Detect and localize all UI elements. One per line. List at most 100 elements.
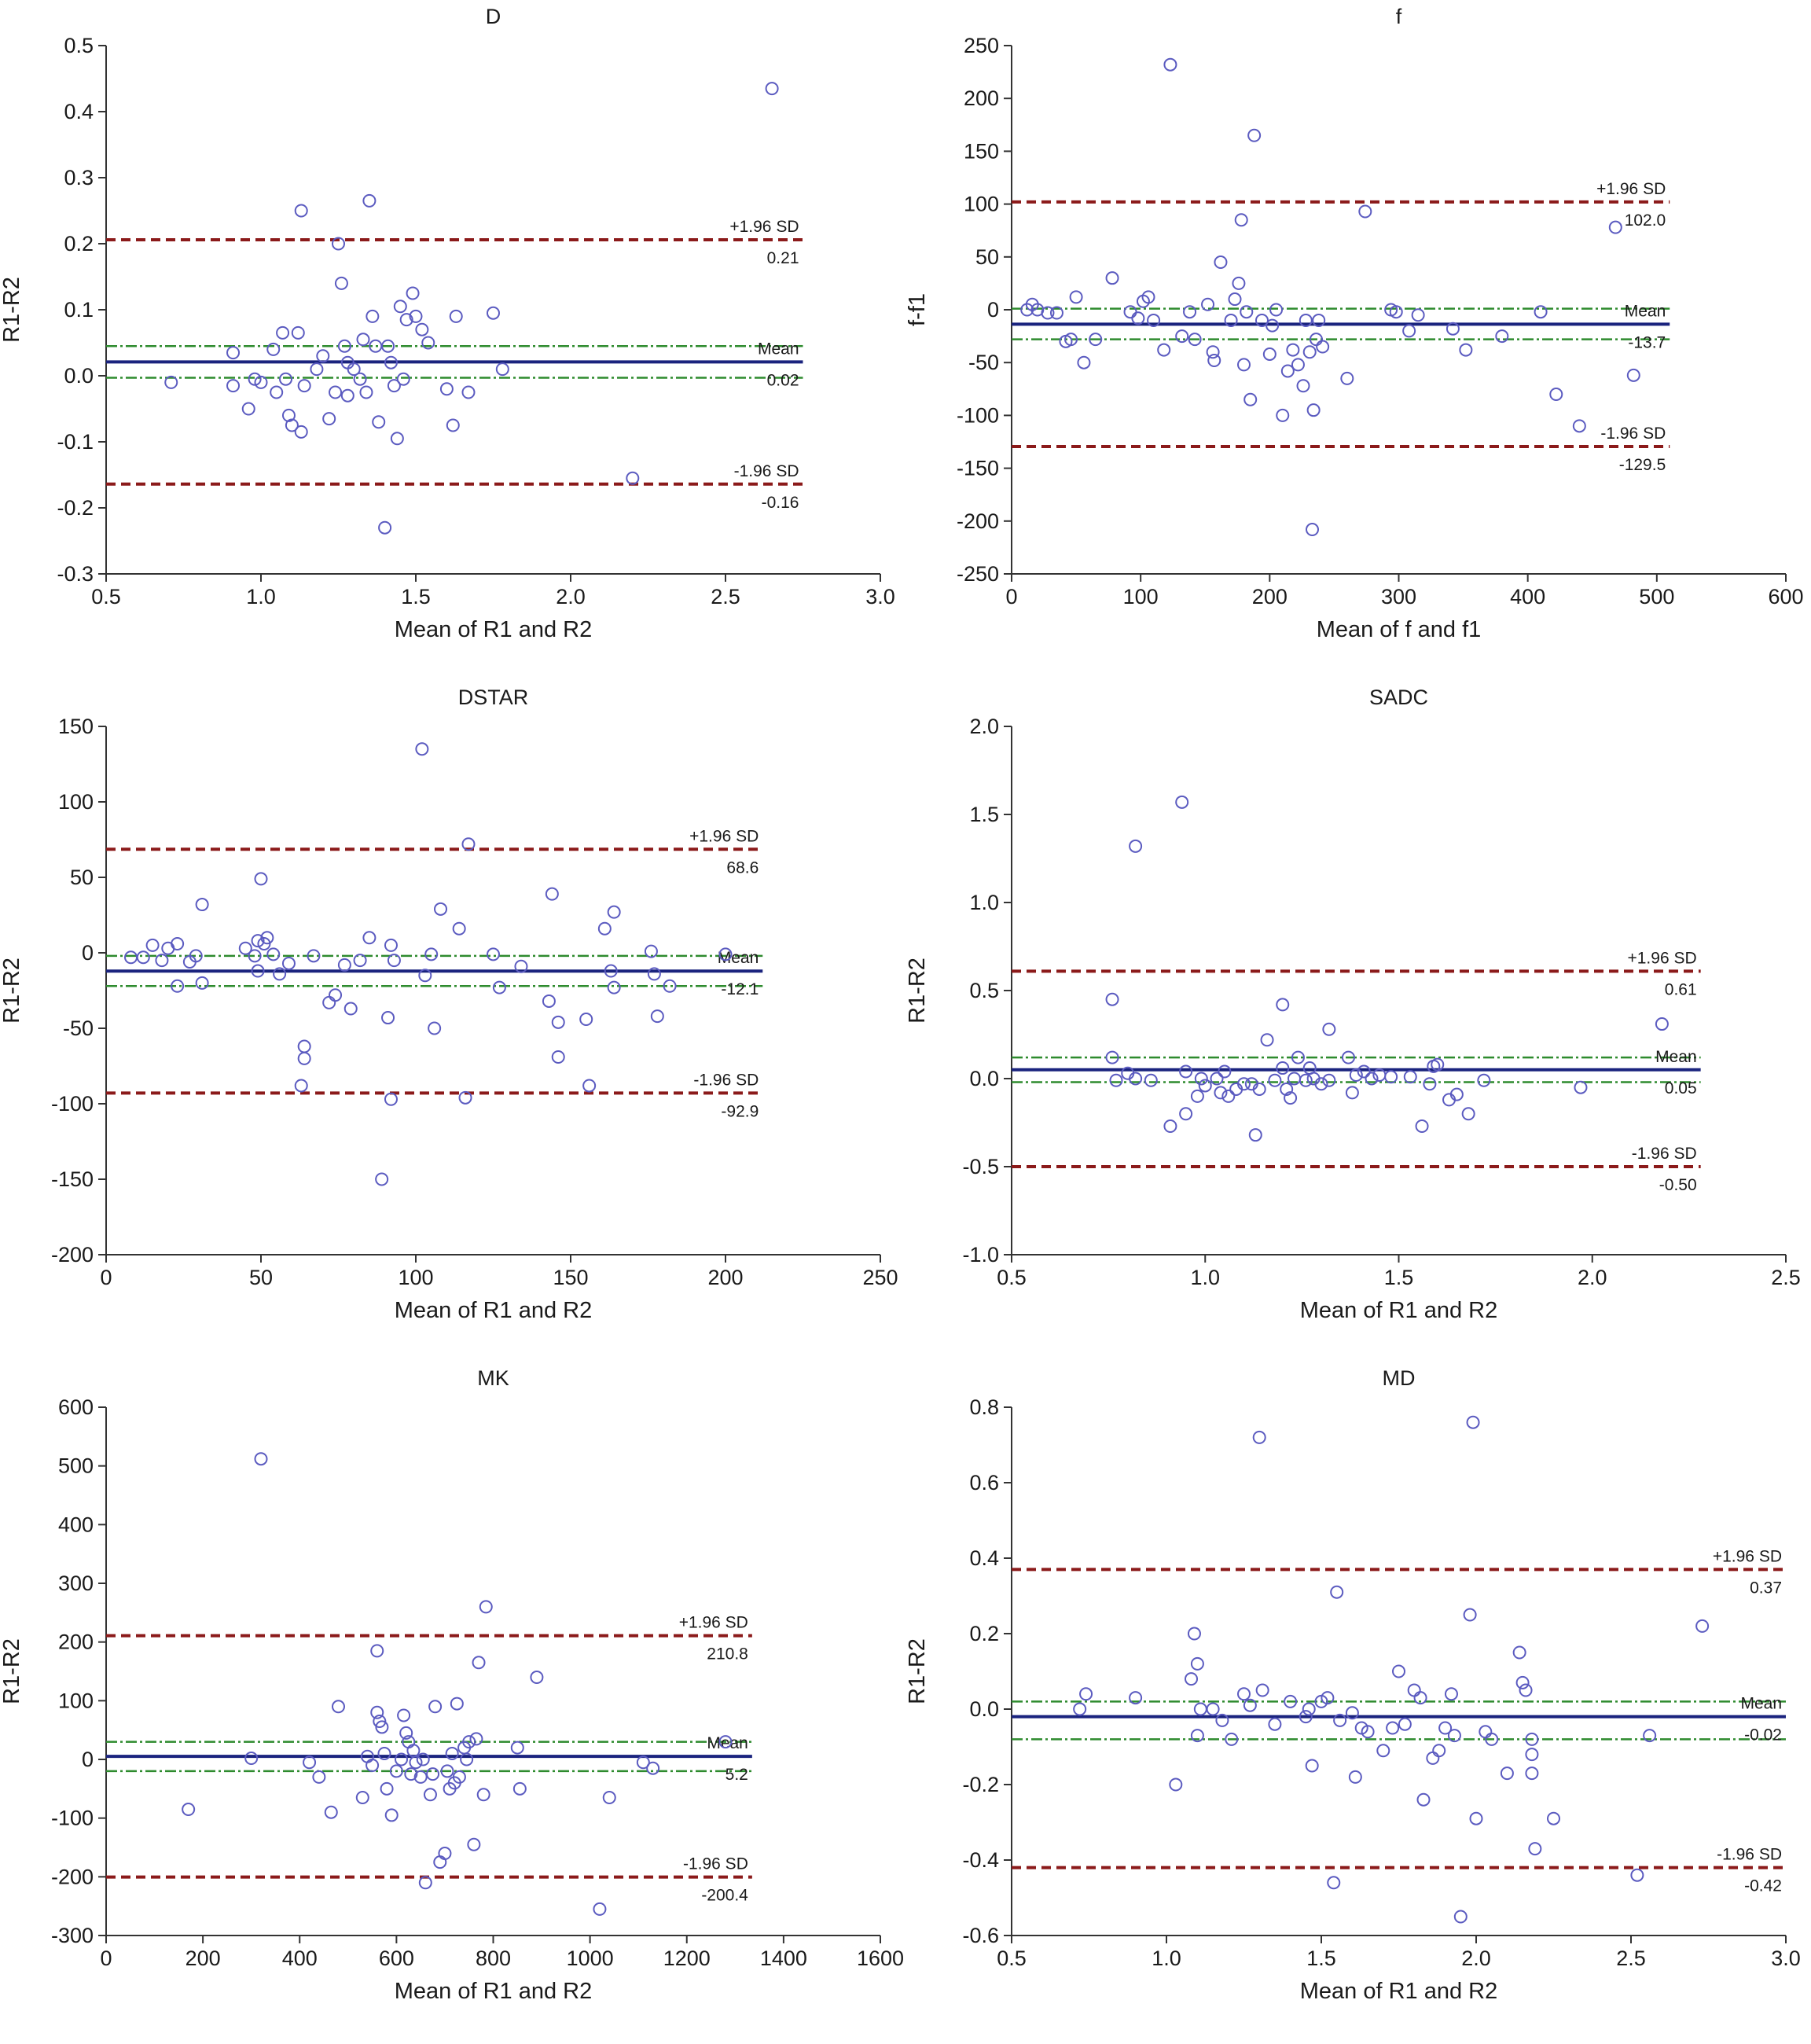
data-point bbox=[297, 1039, 311, 1053]
chart-title: MD bbox=[1383, 1366, 1416, 1390]
data-point bbox=[145, 938, 160, 952]
mean-line-label: Mean bbox=[718, 949, 759, 967]
y-tick-label: -100 bbox=[957, 403, 999, 427]
data-point bbox=[1190, 1656, 1204, 1671]
data-point bbox=[1243, 392, 1258, 406]
data-point bbox=[423, 1788, 437, 1802]
data-point bbox=[1129, 839, 1143, 853]
data-point bbox=[1079, 1687, 1093, 1701]
y-tick-label: 100 bbox=[58, 790, 94, 814]
data-point bbox=[542, 994, 556, 1008]
y-tick-label: 150 bbox=[964, 139, 999, 163]
data-point bbox=[1466, 1415, 1480, 1429]
data-point bbox=[303, 1755, 317, 1770]
mean-line-label: Mean bbox=[758, 340, 799, 358]
data-point bbox=[406, 286, 420, 300]
y-axis-label: R1-R2 bbox=[906, 958, 930, 1024]
data-point bbox=[1426, 1751, 1440, 1765]
data-point bbox=[1643, 1729, 1657, 1743]
data-point bbox=[279, 372, 293, 386]
data-point bbox=[487, 306, 500, 320]
data-point bbox=[248, 372, 262, 386]
data-point bbox=[1190, 1729, 1204, 1743]
data-point bbox=[362, 193, 377, 208]
data-point bbox=[418, 969, 432, 983]
data-point bbox=[765, 82, 779, 96]
data-point bbox=[251, 934, 265, 948]
mean-line-value: 0.05 bbox=[1665, 1079, 1697, 1097]
y-tick-label: 0.5 bbox=[969, 979, 999, 1002]
data-point bbox=[241, 402, 255, 416]
data-point bbox=[1416, 1792, 1431, 1807]
data-point bbox=[238, 941, 252, 955]
data-point bbox=[1431, 1057, 1445, 1072]
lower-line-value: -200.4 bbox=[701, 1887, 748, 1905]
lower-line-value: -0.42 bbox=[1744, 1877, 1782, 1895]
data-point bbox=[1232, 276, 1246, 290]
data-point bbox=[1302, 345, 1317, 359]
chart-svg: DSTAR 0 50 100 150 200 250 150 100 50 0 -50 -100 -150… bbox=[0, 686, 898, 1323]
y-tick-label: -0.1 bbox=[57, 430, 94, 454]
data-point bbox=[1547, 1811, 1560, 1825]
data-point bbox=[244, 1752, 259, 1766]
data-point bbox=[495, 362, 509, 377]
data-point bbox=[1276, 1061, 1290, 1075]
data-point bbox=[1306, 403, 1321, 417]
data-point bbox=[663, 979, 677, 993]
data-point bbox=[582, 1079, 597, 1093]
mean-line-value: -0.02 bbox=[1744, 1726, 1782, 1744]
mean-line-label: Mean bbox=[1655, 1048, 1697, 1066]
upper-line-value: 0.21 bbox=[767, 249, 799, 267]
data-point bbox=[390, 432, 404, 446]
x-tick-label: 150 bbox=[553, 1266, 588, 1289]
data-point bbox=[1237, 358, 1251, 372]
data-point bbox=[510, 1741, 524, 1755]
y-tick-label: 0.0 bbox=[969, 1697, 999, 1721]
data-point bbox=[607, 905, 621, 919]
data-point bbox=[1284, 1091, 1298, 1105]
y-tick-label: 0.5 bbox=[64, 34, 94, 57]
data-point bbox=[355, 1791, 369, 1805]
data-point bbox=[1525, 1732, 1539, 1746]
y-tick-label: 400 bbox=[58, 1513, 94, 1536]
data-point bbox=[487, 947, 500, 961]
chart-svg: SADC 0.5 1.0 1.5 2.0 2.5 2.0 1.5 1.0 0.5 0.0 -0.5 -1… bbox=[906, 686, 1801, 1323]
chart-panel-md: MD 0.5 1.0 1.5 2.0 2.5 3.0 0.8 0.6 0.4 0.2 0.0 -0.2 -… bbox=[906, 1362, 1811, 2042]
data-point bbox=[446, 418, 460, 432]
x-tick-label: 200 bbox=[707, 1266, 743, 1289]
data-point bbox=[579, 1012, 593, 1026]
data-point bbox=[1188, 333, 1202, 347]
data-point bbox=[1449, 1087, 1464, 1101]
y-tick-label: 600 bbox=[58, 1395, 94, 1419]
y-tick-label: -200 bbox=[51, 1243, 94, 1266]
x-tick-label: 1.0 bbox=[1190, 1266, 1220, 1289]
data-point bbox=[1477, 1073, 1491, 1087]
data-point bbox=[337, 339, 351, 353]
data-point bbox=[1252, 1082, 1266, 1096]
chart-title: DSTAR bbox=[458, 686, 529, 709]
data-point bbox=[1330, 1585, 1344, 1599]
data-point bbox=[1389, 305, 1403, 319]
data-point bbox=[1479, 1725, 1493, 1739]
data-point bbox=[1403, 1070, 1417, 1084]
data-point bbox=[1333, 1713, 1347, 1727]
y-tick-label: 0.4 bbox=[969, 1546, 999, 1570]
y-tick-label: 2.0 bbox=[969, 715, 999, 738]
y-tick-label: 0.2 bbox=[64, 232, 94, 256]
chart-title: D bbox=[486, 5, 501, 28]
y-tick-label: 100 bbox=[58, 1689, 94, 1712]
data-point bbox=[1630, 1868, 1644, 1882]
data-point bbox=[1461, 1107, 1475, 1121]
data-point bbox=[332, 237, 345, 251]
y-tick-label: -300 bbox=[51, 1924, 94, 1947]
data-point bbox=[226, 346, 241, 360]
data-point bbox=[1525, 1766, 1539, 1781]
upper-line-label: +1.96 SD bbox=[689, 827, 759, 845]
data-point bbox=[1105, 992, 1119, 1006]
data-point bbox=[171, 979, 185, 993]
data-point bbox=[384, 1092, 398, 1106]
data-point bbox=[266, 947, 281, 961]
data-point bbox=[1041, 306, 1055, 320]
y-tick-label: -0.5 bbox=[962, 1155, 999, 1178]
data-point bbox=[1512, 1645, 1526, 1660]
